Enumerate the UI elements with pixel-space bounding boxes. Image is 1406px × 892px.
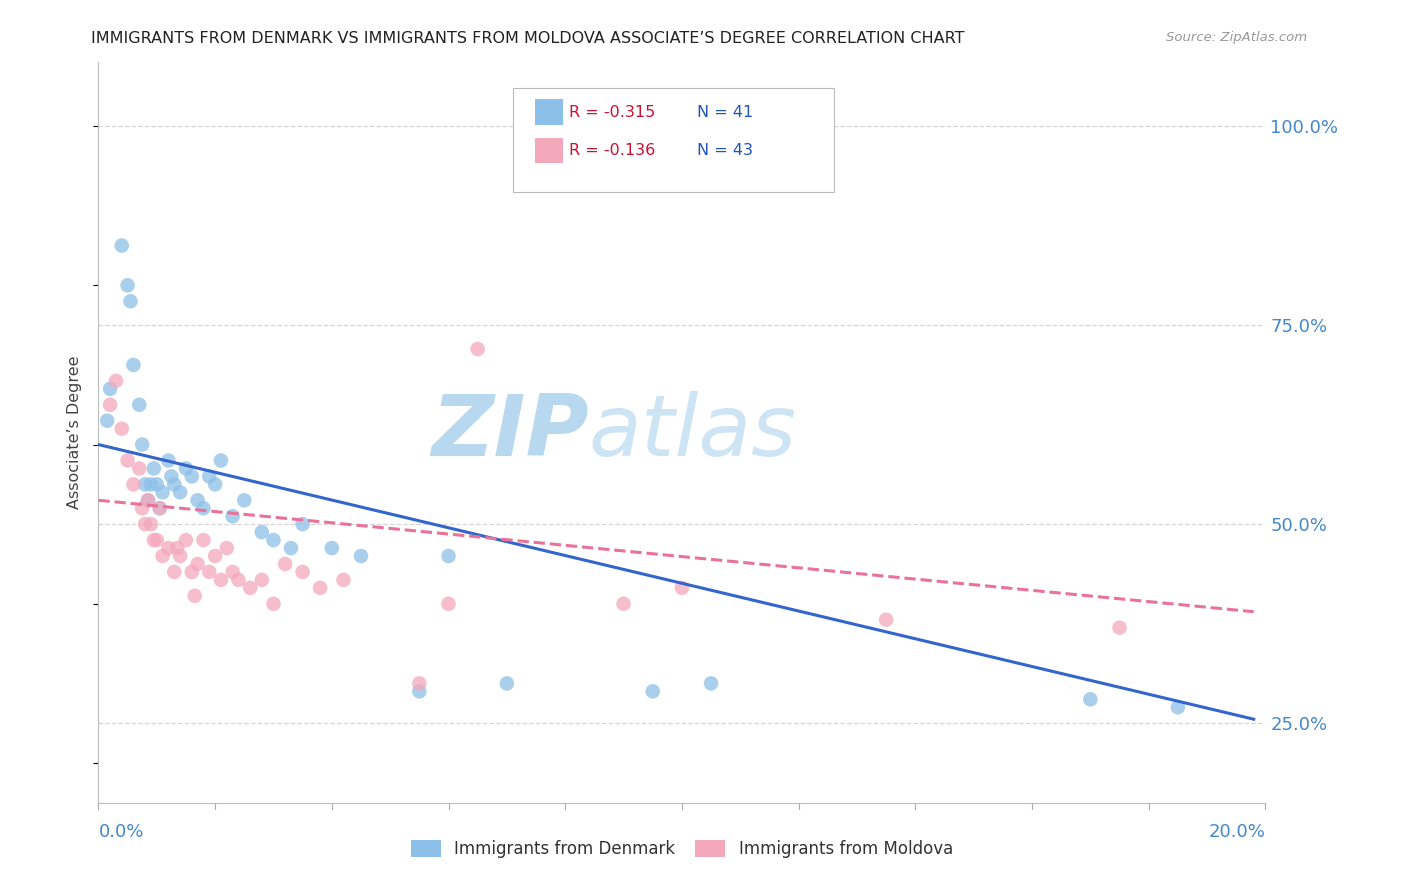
- Text: R = -0.315: R = -0.315: [568, 104, 655, 120]
- Point: [875, 613, 897, 627]
- Point: [122, 477, 145, 491]
- Point: [128, 398, 150, 412]
- Text: 20.0%: 20.0%: [1209, 822, 1265, 840]
- Point: [280, 541, 302, 555]
- Point: [98, 382, 121, 396]
- Point: [149, 501, 172, 516]
- Point: [700, 676, 723, 690]
- Point: [163, 565, 186, 579]
- Text: N = 41: N = 41: [697, 104, 754, 120]
- Point: [228, 573, 250, 587]
- Point: [122, 358, 145, 372]
- Point: [134, 517, 156, 532]
- Point: [136, 493, 159, 508]
- Point: [263, 533, 285, 547]
- Point: [263, 597, 285, 611]
- Point: [142, 533, 165, 547]
- Text: atlas: atlas: [589, 391, 797, 475]
- Point: [198, 565, 221, 579]
- Text: Source: ZipAtlas.com: Source: ZipAtlas.com: [1167, 31, 1308, 45]
- Point: [169, 485, 191, 500]
- Point: [139, 477, 162, 491]
- Point: [193, 501, 215, 516]
- Point: [239, 581, 262, 595]
- Point: [96, 414, 118, 428]
- Point: [204, 477, 226, 491]
- Point: [221, 509, 243, 524]
- Point: [1167, 700, 1189, 714]
- Point: [146, 533, 169, 547]
- Point: [209, 573, 232, 587]
- FancyBboxPatch shape: [534, 99, 562, 125]
- Point: [408, 684, 430, 698]
- Point: [309, 581, 332, 595]
- Point: [169, 549, 191, 563]
- Point: [128, 461, 150, 475]
- Point: [163, 477, 186, 491]
- Point: [332, 573, 354, 587]
- Point: [204, 549, 226, 563]
- Point: [174, 533, 197, 547]
- Point: [408, 676, 430, 690]
- Point: [117, 453, 139, 467]
- Text: ZIP: ZIP: [430, 391, 589, 475]
- Point: [131, 501, 153, 516]
- Point: [160, 469, 183, 483]
- Point: [134, 477, 156, 491]
- Point: [437, 549, 460, 563]
- Point: [111, 238, 134, 252]
- Legend: Immigrants from Denmark, Immigrants from Moldova: Immigrants from Denmark, Immigrants from…: [404, 833, 960, 865]
- Y-axis label: Associate’s Degree: Associate’s Degree: [67, 356, 83, 509]
- Point: [274, 557, 297, 571]
- Point: [641, 684, 664, 698]
- Point: [157, 541, 180, 555]
- Point: [180, 469, 202, 483]
- Point: [117, 278, 139, 293]
- Point: [146, 477, 169, 491]
- Point: [437, 597, 460, 611]
- Point: [152, 485, 174, 500]
- FancyBboxPatch shape: [513, 88, 834, 192]
- Point: [467, 342, 489, 356]
- Point: [221, 565, 243, 579]
- Point: [174, 461, 197, 475]
- Point: [139, 517, 162, 532]
- Point: [136, 493, 159, 508]
- Point: [250, 573, 273, 587]
- Point: [157, 453, 180, 467]
- Point: [166, 541, 188, 555]
- Text: 0.0%: 0.0%: [98, 822, 143, 840]
- Text: R = -0.136: R = -0.136: [568, 143, 655, 158]
- Point: [98, 398, 121, 412]
- Text: IMMIGRANTS FROM DENMARK VS IMMIGRANTS FROM MOLDOVA ASSOCIATE’S DEGREE CORRELATIO: IMMIGRANTS FROM DENMARK VS IMMIGRANTS FR…: [91, 31, 965, 46]
- Point: [183, 589, 205, 603]
- Point: [209, 453, 232, 467]
- Point: [149, 501, 172, 516]
- Point: [142, 461, 165, 475]
- Point: [291, 565, 314, 579]
- Point: [1108, 621, 1130, 635]
- Point: [180, 565, 202, 579]
- Point: [187, 557, 209, 571]
- Point: [198, 469, 221, 483]
- Point: [613, 597, 636, 611]
- Point: [152, 549, 174, 563]
- Point: [187, 493, 209, 508]
- Point: [350, 549, 373, 563]
- Point: [496, 676, 519, 690]
- Point: [131, 437, 153, 451]
- Point: [291, 517, 314, 532]
- FancyBboxPatch shape: [534, 138, 562, 163]
- Text: N = 43: N = 43: [697, 143, 754, 158]
- Point: [250, 525, 273, 540]
- Point: [120, 294, 142, 309]
- Point: [1080, 692, 1102, 706]
- Point: [193, 533, 215, 547]
- Point: [215, 541, 238, 555]
- Point: [111, 422, 134, 436]
- Point: [321, 541, 343, 555]
- Point: [104, 374, 127, 388]
- Point: [233, 493, 256, 508]
- Point: [671, 581, 693, 595]
